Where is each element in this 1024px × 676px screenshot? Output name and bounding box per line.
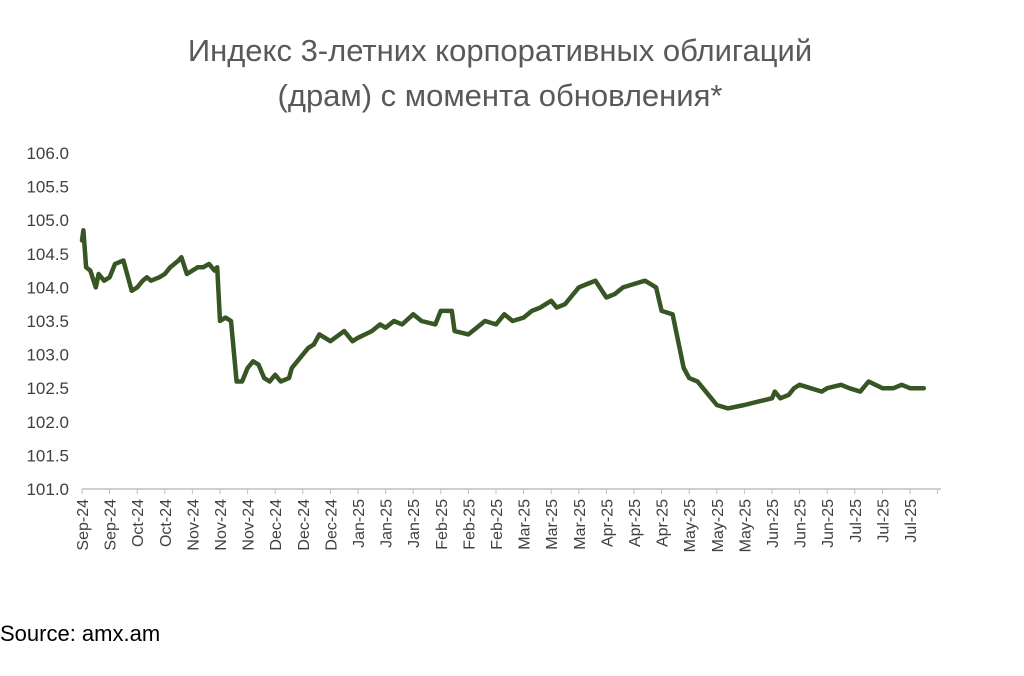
y-tick-label: 103.0 [26, 346, 69, 365]
x-tick-label: Oct-24 [158, 499, 175, 547]
series-layer [79, 228, 927, 411]
x-tick-label: Mar-25 [572, 499, 589, 550]
x-tick-label: Apr-25 [599, 499, 616, 547]
y-tick-label: 101.5 [26, 446, 69, 465]
x-tick-label: Jul-25 [875, 499, 892, 543]
x-tick-label: Oct-24 [130, 499, 147, 547]
y-tick-label: 104.5 [26, 245, 69, 264]
x-tick-label: Jun-25 [793, 499, 810, 548]
x-tick-label: Feb-25 [434, 499, 451, 550]
x-tick-label: Nov-24 [241, 499, 258, 551]
x-tick-label: Jun-25 [765, 499, 782, 548]
x-tick-label: May-25 [737, 499, 754, 552]
y-tick-label: 102.0 [26, 413, 69, 432]
x-tick-label: Nov-24 [185, 499, 202, 551]
x-axis: Sep-24 Sep-24 Oct-24 Oct-24 Nov-24 Nov-24 Nov-… [75, 488, 941, 552]
series-line [79, 228, 927, 411]
x-tick-label: Dec-24 [323, 499, 340, 551]
x-tick-label: Sep-24 [103, 499, 120, 551]
y-tick-label: 103.5 [26, 312, 69, 331]
x-tick-label: Jan-25 [406, 499, 423, 548]
x-tick-label: Jan-25 [379, 499, 396, 548]
y-axis-ticks: 101.0 101.5 102.0 102.5 103.0 103.5 104.0 104.5… [26, 144, 69, 499]
x-tick-label: Mar-25 [517, 499, 534, 550]
x-tick-label: Sep-24 [75, 499, 92, 551]
x-tick-label: Dec-24 [296, 499, 313, 551]
x-tick-label: Feb-25 [489, 499, 506, 550]
y-tick-label: 102.5 [26, 379, 69, 398]
x-tick-label: May-25 [710, 499, 727, 552]
x-tick-label: Jul-25 [903, 499, 920, 543]
source-note: Source: amx.am [0, 621, 161, 646]
y-tick-label: 104.0 [26, 278, 69, 297]
x-tick-label: Jul-25 [848, 499, 865, 543]
x-tick-label: May-25 [682, 499, 699, 552]
x-tick-label: Nov-24 [213, 499, 230, 551]
y-tick-label: 105.0 [26, 211, 69, 230]
chart-title: Индекс 3-летних корпоративных облигаций … [0, 28, 1000, 118]
x-tick-label: Dec-24 [268, 499, 285, 551]
y-tick-label: 105.5 [26, 178, 69, 197]
y-tick-label: 106.0 [26, 144, 69, 163]
y-tick-label: 101.0 [26, 480, 69, 499]
x-tick-label: Feb-25 [461, 499, 478, 550]
line-chart: 101.0 101.5 102.0 102.5 103.0 103.5 104.0 104.5… [26, 144, 941, 552]
x-tick-label: Apr-25 [655, 499, 672, 547]
x-tick-label: Apr-25 [627, 499, 644, 547]
chart-title-line-1: Индекс 3-летних корпоративных облигаций [187, 33, 813, 68]
chart-title-line-2: (драм) с момента обновления* [277, 78, 723, 113]
x-tick-label: Jun-25 [820, 499, 837, 548]
x-tick-label: Jan-25 [351, 499, 368, 548]
x-tick-label: Mar-25 [544, 499, 561, 550]
